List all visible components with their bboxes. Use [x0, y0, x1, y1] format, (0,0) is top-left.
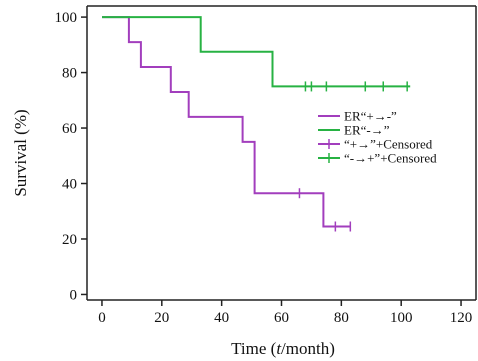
- legend-label: ER“+→-”: [344, 109, 397, 124]
- x-axis-label: Time (t/month): [231, 339, 335, 358]
- x-tick-label: 100: [390, 310, 413, 326]
- y-tick-label: 40: [62, 177, 77, 193]
- y-tick-label: 0: [70, 287, 78, 303]
- x-axis-label-suffix: /month): [281, 339, 335, 358]
- x-axis-ticks: 0 20 40 60 80 100 120: [98, 300, 472, 326]
- x-tick-label: 20: [154, 310, 169, 326]
- y-axis-label: Survival (%): [11, 109, 30, 196]
- x-tick-label: 60: [274, 310, 289, 326]
- legend-label: “-→+”+Censored: [344, 151, 437, 166]
- series-layer: [102, 16, 411, 232]
- x-tick-label: 120: [450, 310, 473, 326]
- y-tick-label: 80: [62, 66, 77, 82]
- legend-label: ER“-→”: [344, 123, 390, 138]
- y-tick-label: 60: [62, 121, 77, 137]
- x-tick-label: 40: [214, 310, 229, 326]
- x-axis-label-variable: t: [276, 339, 282, 358]
- legend-label: “+→”+Censored: [344, 137, 433, 152]
- series-1-survival-line: [102, 16, 351, 228]
- series-2-survival-line: [102, 16, 411, 88]
- y-tick-label: 20: [62, 232, 77, 248]
- y-tick-label: 100: [55, 10, 78, 26]
- y-axis-ticks: 0 20 40 60 80 100: [55, 10, 87, 303]
- x-axis-label-prefix: Time (: [231, 339, 277, 358]
- x-tick-label: 0: [98, 310, 106, 326]
- legend: ER“+→-”ER“-→”“+→”+Censored“-→+”+Censored: [318, 109, 437, 166]
- x-tick-label: 80: [334, 310, 349, 326]
